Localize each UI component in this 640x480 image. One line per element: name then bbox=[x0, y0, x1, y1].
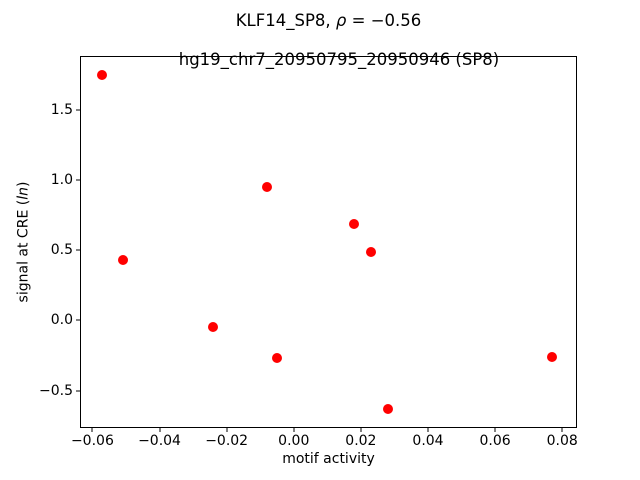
x-tick-label: 0.08 bbox=[546, 433, 578, 449]
scatter-point bbox=[382, 403, 393, 414]
y-axis-label-close: ) bbox=[15, 181, 32, 188]
x-tick-mark bbox=[427, 428, 429, 432]
y-tick-mark bbox=[76, 109, 80, 111]
x-tick-mark bbox=[561, 428, 563, 432]
y-axis-label-text: signal at CRE ( bbox=[15, 199, 32, 303]
x-tick-mark bbox=[494, 428, 496, 432]
scatter-point bbox=[349, 218, 360, 229]
y-tick-mark bbox=[76, 179, 80, 181]
x-axis-label: motif activity bbox=[282, 451, 375, 467]
x-tick-label: 0.06 bbox=[479, 433, 511, 449]
chart-title-value: = −0.56 bbox=[346, 11, 422, 30]
plot-area: −0.06 −0.04 −0.02 0.00 0.02 0.04 0.06 0.08 −0.5 0… bbox=[39, 56, 578, 448]
x-tick-mark bbox=[159, 428, 161, 432]
y-tick-mark bbox=[76, 390, 80, 392]
scatter-point bbox=[117, 255, 128, 266]
x-tick-label: −0.04 bbox=[138, 433, 181, 449]
chart-subtitle: hg19_chr7_20950795_20950946 (SP8) bbox=[178, 50, 500, 69]
chart-title-rho: ρ bbox=[335, 11, 347, 30]
y-tick-label: 1.5 bbox=[50, 102, 73, 119]
chart-title: KLF14_SP8, ρ = −0.56 hg19_chr7_20950795_… bbox=[80, 11, 577, 89]
x-tick-label: 0.00 bbox=[278, 433, 310, 449]
x-tick-label: −0.02 bbox=[205, 433, 249, 449]
x-tick-mark bbox=[91, 428, 93, 432]
y-tick-label: 0.0 bbox=[50, 312, 73, 329]
y-tick-label: 1.0 bbox=[50, 172, 73, 189]
y-tick-mark bbox=[76, 319, 80, 321]
x-tick-mark bbox=[360, 428, 362, 432]
x-tick-label: 0.04 bbox=[412, 433, 444, 449]
y-axis-label-italic: ln bbox=[15, 187, 32, 200]
scatter-point bbox=[97, 70, 108, 81]
y-tick-label: 0.5 bbox=[50, 242, 73, 259]
scatter-point bbox=[365, 246, 376, 257]
scatter-point bbox=[208, 322, 219, 333]
x-tick-label: −0.06 bbox=[70, 433, 114, 449]
x-tick-mark bbox=[293, 428, 295, 432]
scatter-point bbox=[261, 182, 272, 193]
x-tick-label: 0.02 bbox=[345, 433, 377, 449]
chart-title-text: KLF14_SP8, bbox=[235, 11, 336, 30]
scatter-point bbox=[271, 353, 282, 364]
scatter-point bbox=[547, 351, 558, 362]
y-tick-mark bbox=[76, 249, 80, 251]
y-tick-label: −0.5 bbox=[39, 382, 73, 399]
x-tick-mark bbox=[226, 428, 228, 432]
